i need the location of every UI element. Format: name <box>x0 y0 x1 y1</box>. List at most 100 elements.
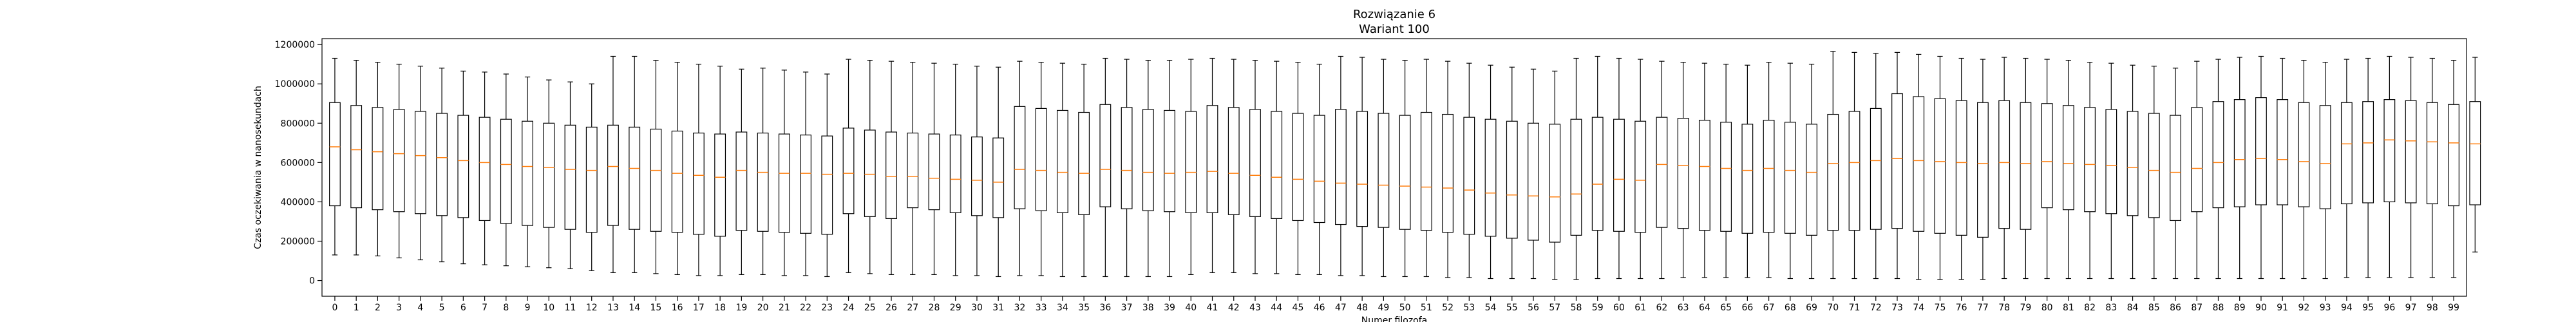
x-tick-label: 12 <box>586 303 598 313</box>
iqr-box <box>671 130 683 233</box>
box-38 <box>1142 59 1154 278</box>
y-tick-label: 0 <box>309 276 315 287</box>
x-tick-label: 70 <box>1827 303 1839 313</box>
box-52 <box>1442 61 1454 278</box>
x-tick-label: 52 <box>1442 303 1454 313</box>
x-tick-label: 46 <box>1314 303 1325 313</box>
iqr-box <box>2148 113 2160 218</box>
box-1 <box>350 59 363 256</box>
box-50 <box>1399 59 1411 278</box>
x-tick-label: 57 <box>1549 303 1560 313</box>
box-48 <box>1356 57 1368 276</box>
x-tick-label: 42 <box>1228 303 1240 313</box>
box-93 <box>2319 62 2331 279</box>
x-tick-label: 82 <box>2084 303 2096 313</box>
iqr-box <box>2233 99 2246 207</box>
x-tick-label: 36 <box>1099 303 1111 313</box>
x-tick-label: 65 <box>1720 303 1732 313</box>
box-20 <box>757 68 769 276</box>
x-tick-label: 92 <box>2298 303 2310 313</box>
x-tick-label: 98 <box>2427 303 2438 313</box>
x-tick-label: 95 <box>2362 303 2374 313</box>
x-tick-label: 53 <box>1463 303 1475 313</box>
y-axis: 0 200000 400000 600000 800000 1000000 1200000 <box>275 40 322 287</box>
iqr-box <box>1549 124 1561 243</box>
iqr-box <box>1891 93 1903 229</box>
iqr-box <box>436 113 448 216</box>
x-tick-label: 88 <box>2213 303 2224 313</box>
y-tick-label: 1200000 <box>275 40 315 50</box>
x-tick-label: 38 <box>1142 303 1154 313</box>
box-91 <box>2277 57 2289 279</box>
box-19 <box>735 68 748 276</box>
x-tick-label: 93 <box>2320 303 2331 313</box>
x-tick-label: 59 <box>1592 303 1604 313</box>
y-axis-label: Czas oczekiwania w nanosekundach <box>253 86 263 249</box>
x-tick-label: 44 <box>1271 303 1282 313</box>
x-tick-label: 97 <box>2405 303 2417 313</box>
iqr-box <box>2469 101 2481 205</box>
box-74 <box>1913 53 1925 280</box>
iqr-box <box>714 133 726 237</box>
box-55 <box>1506 66 1518 279</box>
iqr-box <box>607 124 619 226</box>
iqr-box <box>886 131 897 219</box>
iqr-box <box>629 126 641 230</box>
iqr-box <box>1442 113 1454 233</box>
iqr-box <box>842 128 855 214</box>
box-40 <box>1185 59 1197 276</box>
iqr-box <box>1121 107 1133 209</box>
box-97 <box>2405 57 2417 278</box>
box-13 <box>607 55 619 273</box>
x-tick-label: 22 <box>800 303 811 313</box>
box-10 <box>543 79 555 269</box>
iqr-box <box>1206 105 1218 213</box>
box-68 <box>1784 62 1796 279</box>
iqr-box <box>1977 102 1989 238</box>
iqr-box <box>1677 118 1689 229</box>
box-9 <box>522 76 533 267</box>
iqr-box <box>2319 105 2331 209</box>
x-tick-label: 5 <box>439 303 445 313</box>
x-tick-label: 40 <box>1185 303 1197 313</box>
box-46 <box>1313 64 1325 276</box>
box-85 <box>2148 66 2160 279</box>
x-tick-label: 96 <box>2383 303 2395 313</box>
y-tick-label: 800000 <box>281 118 315 129</box>
x-tick-label: 20 <box>757 303 769 313</box>
x-tick-label: 9 <box>525 303 531 313</box>
y-tick-label: 200000 <box>281 237 315 247</box>
x-tick-label: 90 <box>2255 303 2267 313</box>
iqr-box <box>1763 120 1775 233</box>
iqr-box <box>1870 108 1882 230</box>
iqr-box <box>1634 120 1647 233</box>
box-90 <box>2255 55 2267 279</box>
box-29 <box>949 64 961 276</box>
x-tick-label: 21 <box>779 303 790 313</box>
x-tick-label: 8 <box>503 303 509 313</box>
x-tick-label: 54 <box>1485 303 1497 313</box>
iqr-box <box>821 135 833 235</box>
x-tick-label: 66 <box>1741 303 1753 313</box>
x-tick-label: 2 <box>375 303 381 313</box>
iqr-box <box>1827 113 1839 231</box>
x-tick-label: 16 <box>672 303 683 313</box>
box-36 <box>1099 57 1112 278</box>
box-26 <box>886 61 897 276</box>
box-22 <box>800 71 811 276</box>
box-73 <box>1891 52 1903 279</box>
box-undefined <box>2469 57 2481 252</box>
iqr-box <box>735 131 748 231</box>
iqr-box <box>1934 98 1946 234</box>
x-tick-label: 73 <box>1891 303 1903 313</box>
x-tick-label: 1 <box>354 303 359 313</box>
iqr-box <box>928 133 940 211</box>
x-tick-label: 18 <box>714 303 726 313</box>
iqr-box <box>500 118 512 224</box>
iqr-box <box>1292 113 1304 222</box>
iqr-box <box>1784 122 1796 234</box>
box-59 <box>1591 55 1604 279</box>
x-tick-label: 39 <box>1164 303 1175 313</box>
iqr-box <box>2448 104 2459 207</box>
iqr-box <box>1420 111 1432 231</box>
